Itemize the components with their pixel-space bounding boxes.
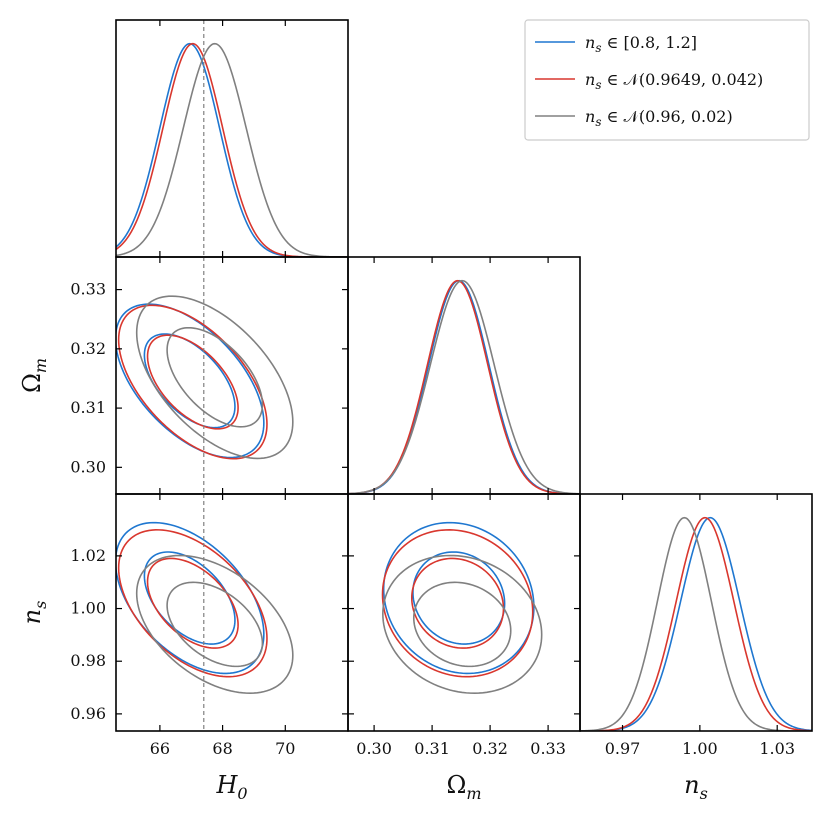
- contour-68-ns_uniform-H0-Om: [143, 333, 236, 429]
- contour-68-ns_uniform-Om-ns: [412, 551, 506, 645]
- legend-label-ns_gauss_planck: ns ∈ 𝒩(0.9649, 0.042): [585, 70, 763, 92]
- panels-layer: 0.30 0.31 0.32 0.33 66 68 70 0.96 0.98 1.00 1.02 0.…: [18, 19, 813, 803]
- panel-content: [348, 279, 580, 494]
- y-tick-label-ns: 1.00: [70, 599, 106, 618]
- panel-H0-H0: [115, 19, 349, 258]
- contour-95-ns_uniform-H0-ns: [116, 521, 265, 675]
- contour-68-ns_gauss_narrow-H0-Om: [166, 326, 264, 428]
- x-tick-label-H0: 70: [275, 739, 295, 758]
- legend-label-ns_uniform: ns ∈ [0.8, 1.2]: [585, 33, 697, 55]
- x-axis-label-Om: Ωm: [446, 771, 481, 803]
- panel-content: [116, 494, 294, 731]
- panel-content: [116, 257, 294, 494]
- legend-frame: [524, 19, 810, 141]
- contour-95-ns_uniform-H0-Om: [116, 303, 265, 459]
- x-tick-label-ns: 1.03: [759, 739, 795, 758]
- x-axis-label-ns: ns: [684, 771, 708, 803]
- legend: ns ∈ [0.8, 1.2] ns ∈ 𝒩(0.9649, 0.042) ns ∈…: [524, 19, 810, 141]
- legend-label-ns_gauss_narrow: ns ∈ 𝒩(0.96, 0.02): [585, 107, 733, 129]
- marginal-curve-ns_gauss_narrow-Om: [348, 279, 580, 494]
- marginal-curve-ns_gauss_planck-Om: [348, 279, 580, 494]
- contour-68-ns_gauss_planck-Om-ns: [410, 557, 505, 649]
- contour-68-ns_uniform-H0-ns: [143, 551, 236, 645]
- contour-95-ns_gauss_planck-H0-ns: [117, 529, 268, 678]
- x-tick-label-ns: 1.00: [682, 739, 718, 758]
- panel-content: [580, 516, 812, 731]
- marginal-curve-ns_gauss_narrow-ns: [580, 516, 812, 731]
- marginal-curve-ns_gauss_planck-ns: [580, 516, 812, 731]
- y-axis-label-ns: ns: [18, 601, 50, 625]
- x-tick-label-H0: 68: [212, 739, 232, 758]
- y-tick-label-ns: 1.02: [70, 546, 106, 565]
- panel-Om-ns: 0.30 0.31 0.32 0.33: [347, 493, 581, 758]
- contour-68-ns_gauss_narrow-Om-ns: [412, 581, 512, 668]
- x-tick-label-H0: 66: [150, 739, 170, 758]
- contour-95-ns_gauss_narrow-H0-Om: [135, 295, 294, 460]
- panel-frame: [579, 493, 813, 732]
- panel-content: [381, 521, 543, 695]
- marginal-curve-ns_gauss_narrow-H0: [116, 42, 348, 257]
- contour-95-ns_gauss_narrow-Om-ns: [382, 554, 543, 695]
- y-tick-label-Om: 0.33: [70, 280, 106, 299]
- y-tick-label-ns: 0.96: [70, 704, 106, 723]
- contour-95-ns_gauss_narrow-H0-ns: [135, 554, 294, 695]
- y-tick-label-Om: 0.31: [70, 398, 106, 417]
- panel-content: [116, 20, 348, 257]
- x-tick-label-Om: 0.31: [414, 739, 450, 758]
- contour-95-ns_uniform-Om-ns: [382, 521, 535, 675]
- panel-H0-Om: 0.30 0.31 0.32 0.33: [70, 256, 349, 495]
- x-tick-label-Om: 0.30: [356, 739, 392, 758]
- contour-68-ns_gauss_narrow-H0-ns: [166, 581, 264, 668]
- marginal-curve-ns_uniform-ns: [580, 516, 812, 731]
- panel-H0-ns: 66 68 70 0.96 0.98 1.00 1.02: [70, 493, 349, 758]
- x-tick-label-ns: 0.97: [605, 739, 641, 758]
- y-tick-label-Om: 0.32: [70, 339, 106, 358]
- y-axis-label-Om: Ωm: [18, 358, 50, 393]
- panel-ns-ns: 0.97 1.00 1.03: [579, 493, 813, 758]
- panel-frame: [347, 256, 581, 495]
- y-tick-label-Om: 0.30: [70, 457, 106, 476]
- x-tick-label-Om: 0.33: [530, 739, 566, 758]
- contour-95-ns_gauss_planck-Om-ns: [381, 529, 534, 678]
- panel-Om-Om: [347, 256, 581, 495]
- contour-68-ns_gauss_planck-H0-Om: [146, 334, 239, 430]
- panel-frame: [115, 19, 349, 258]
- y-tick-label-ns: 0.98: [70, 651, 106, 670]
- x-axis-label-H0: H0: [215, 771, 247, 803]
- x-tick-label-Om: 0.32: [472, 739, 508, 758]
- contour-68-ns_gauss_planck-H0-ns: [146, 557, 239, 649]
- marginal-curve-ns_uniform-Om: [348, 279, 580, 494]
